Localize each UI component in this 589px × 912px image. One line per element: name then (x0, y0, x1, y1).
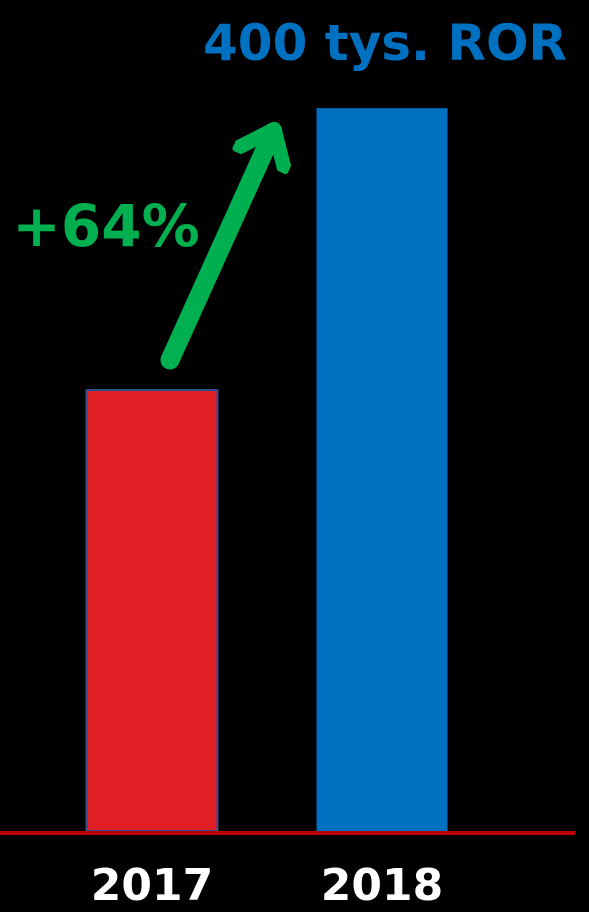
x-tick-label-2018: 2018 (321, 860, 443, 908)
x-tick-label-2017: 2017 (91, 860, 213, 908)
top-value-label: 400 tys. ROR (203, 14, 567, 72)
growth-label: +64% (12, 192, 199, 260)
up-right-arrow-icon (160, 132, 273, 370)
x-tick-labels: 2017 2018 (91, 860, 443, 911)
bars-layer (85, 108, 448, 832)
bar-2017 (85, 389, 219, 832)
bar-2018 (316, 108, 448, 831)
